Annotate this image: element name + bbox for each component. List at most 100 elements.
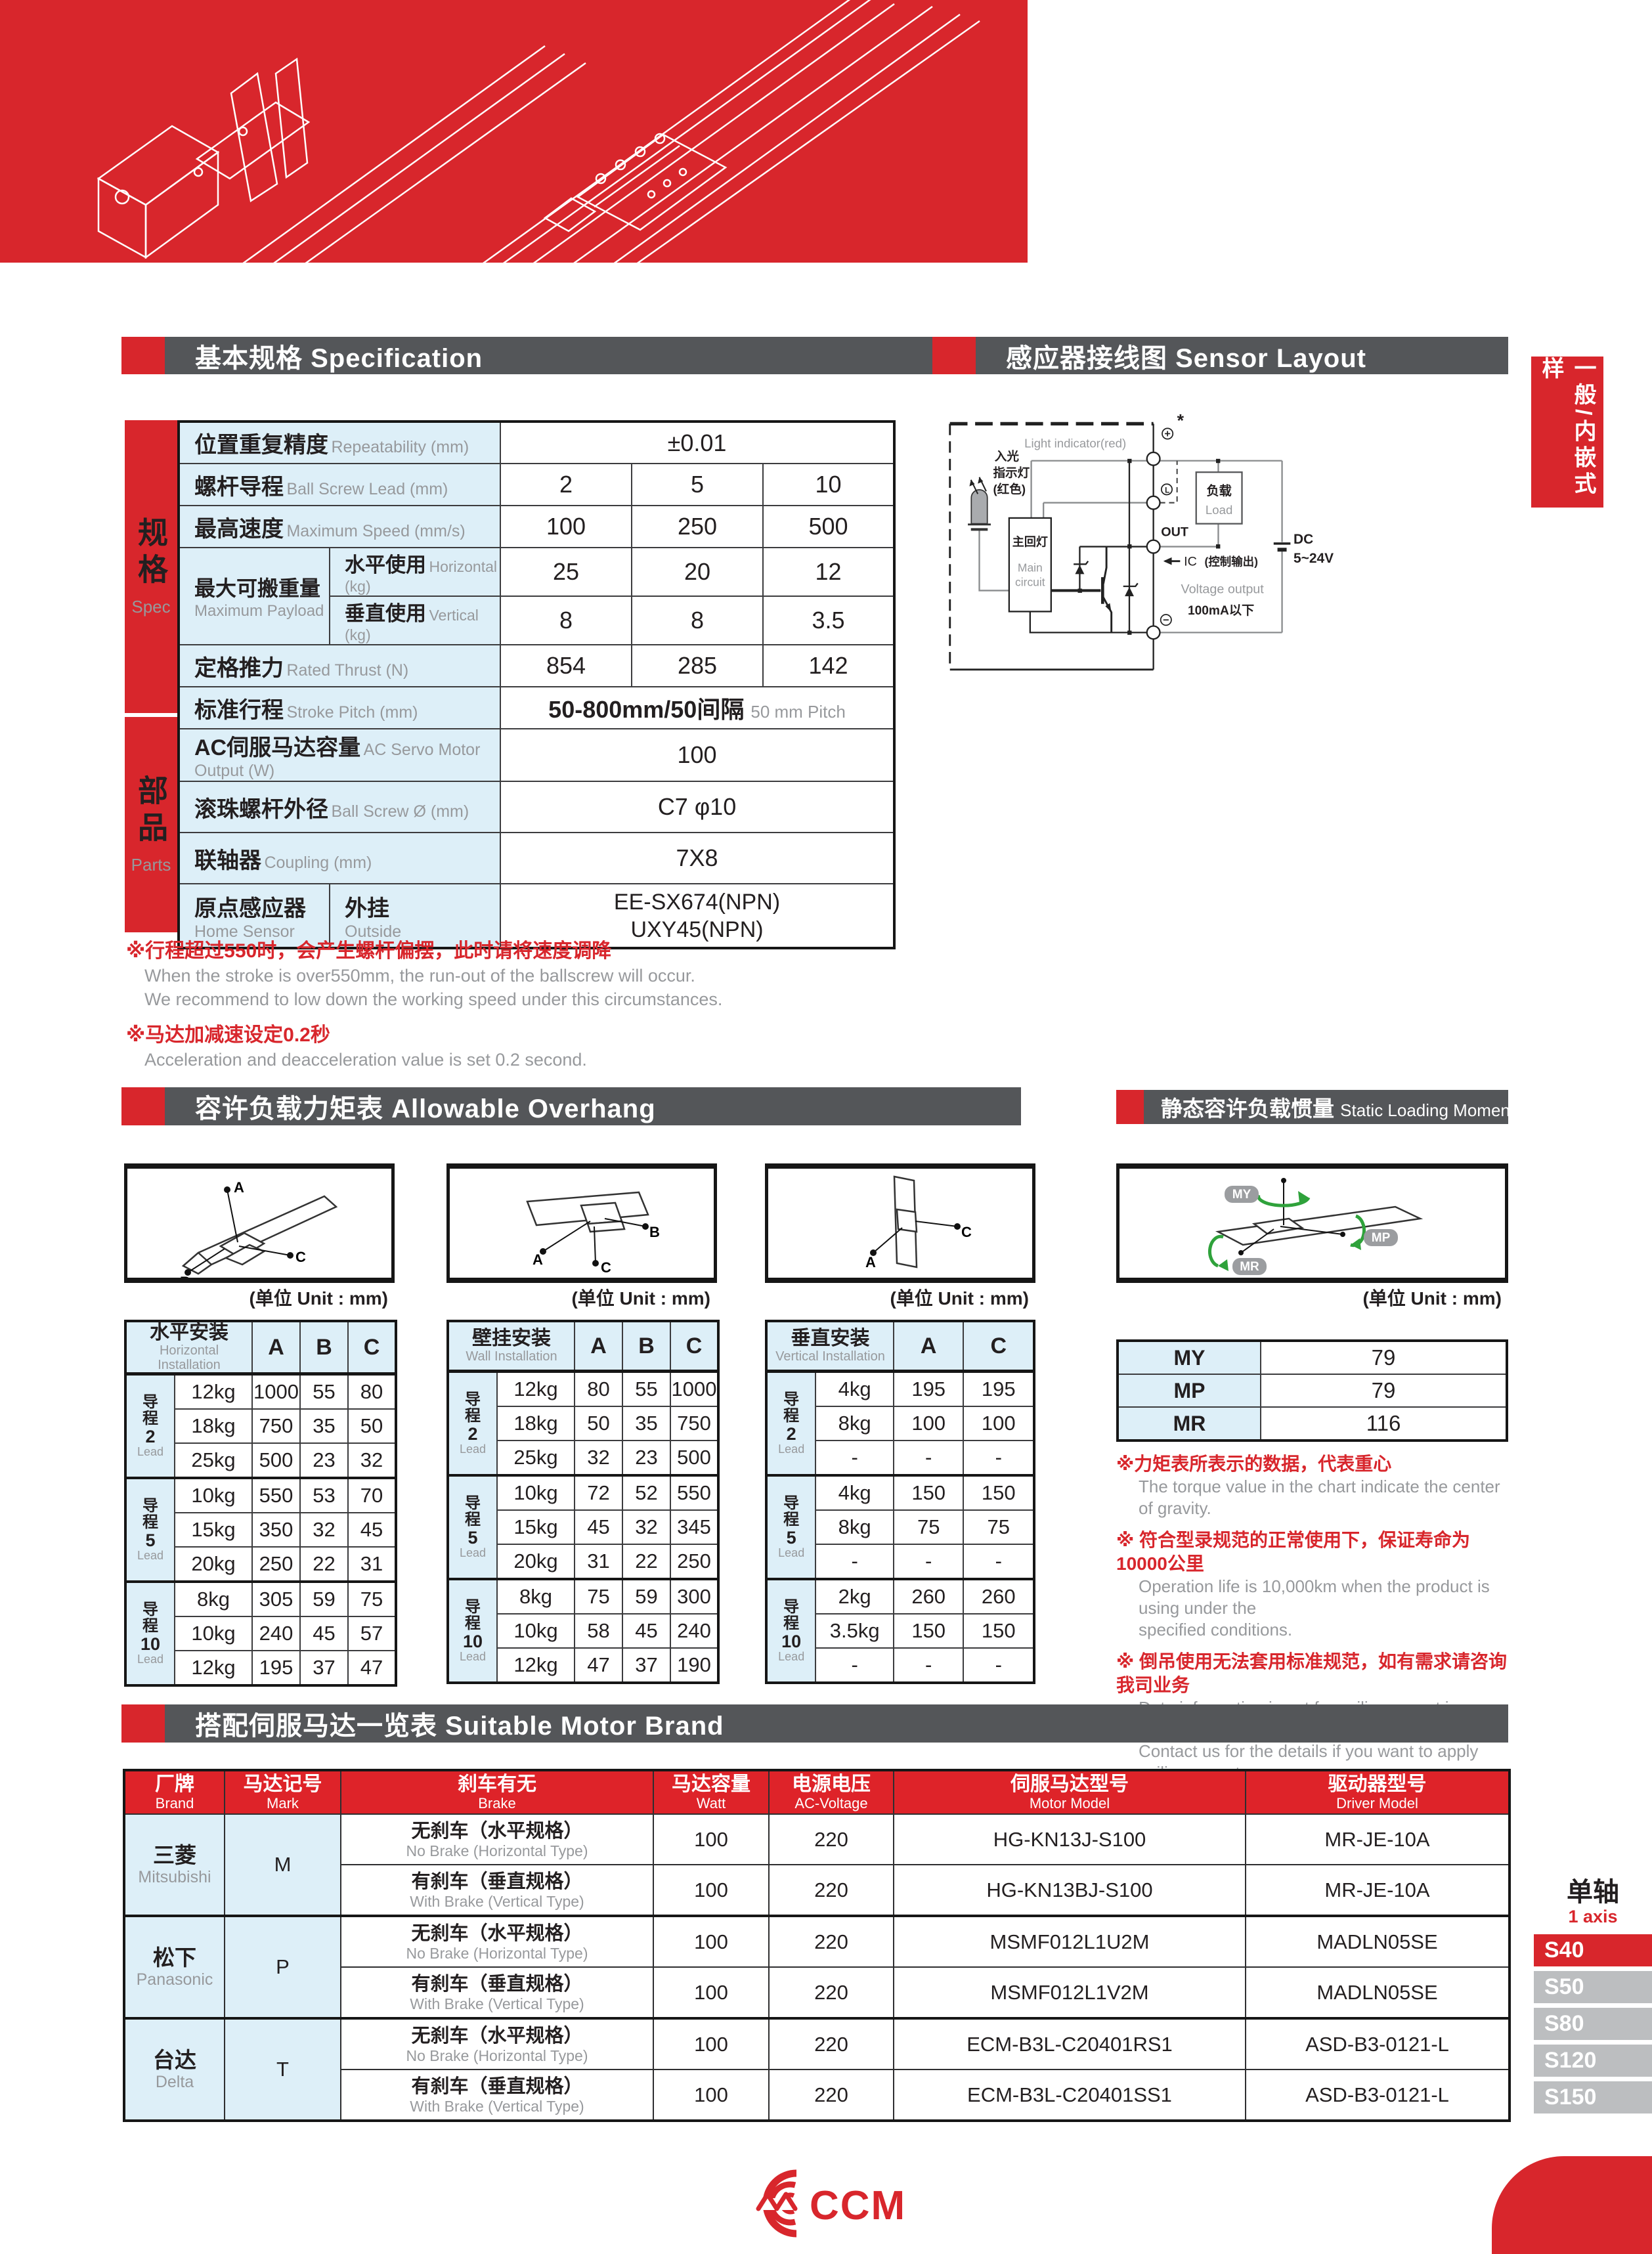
col-mark-en: Mark (267, 1795, 299, 1811)
tab-s80[interactable]: S80 (1534, 2008, 1652, 2040)
table-row: --- (766, 1647, 1035, 1683)
cell: 15kg (496, 1509, 576, 1545)
static-moment-diagram: MY MP MR (1116, 1163, 1508, 1283)
col-b: B (299, 1320, 349, 1376)
parts-side-label: 部品 Parts (125, 717, 177, 932)
cell-value: 7X8 (500, 832, 896, 884)
cell: 32 (347, 1442, 397, 1479)
row-label-zh: 螺杆导程 (194, 474, 284, 500)
cell-value: 10 (762, 463, 896, 506)
motor-model: HG-KN13BJ-S100 (893, 1864, 1246, 1917)
row-label-en: Home Sensor (194, 922, 295, 941)
row-label-en: AC Servo Motor Output (W) (194, 741, 481, 780)
sub-label-zh: 外挂 (345, 896, 389, 921)
cell: 72 (574, 1474, 624, 1511)
cell-value: 142 (762, 644, 896, 687)
cell: 55 (299, 1373, 349, 1410)
table-row: --- (766, 1544, 1035, 1580)
ic-label: IC (1184, 555, 1197, 569)
table-row: 三菱 Mitsubishi M 无刹车（水平规格） No Brake (Horizo… (123, 1813, 1510, 1917)
tab-s150[interactable]: S150 (1534, 2081, 1652, 2113)
cell: 25kg (496, 1440, 576, 1476)
sub-label-en: Outside (345, 922, 402, 941)
voltage: 220 (768, 1864, 894, 1917)
table-row: 松下 Panasonic P 无刹车（水平规格） No Brake (Horizon… (123, 1915, 1510, 2019)
row-label-zh: 原点感应器 (194, 896, 306, 921)
side-tab-general-embedded[interactable]: 一般/内嵌式样 (1531, 357, 1603, 508)
cell: 10kg (174, 1616, 253, 1651)
col-driver-zh: 驱动器型号 (1328, 1773, 1427, 1795)
cell: 250 (670, 1544, 720, 1580)
note-gray: Acceleration and deacceleration value is… (144, 1050, 587, 1070)
lead-en: Lead (778, 1546, 805, 1559)
cell-value: 8 (500, 596, 633, 645)
cell: 12kg (174, 1373, 253, 1410)
col-mark-zh: 马达记号 (243, 1773, 322, 1795)
lead-zh: 导程 (465, 1391, 481, 1425)
cell: 305 (251, 1580, 301, 1617)
cell: 150 (892, 1474, 965, 1511)
cell: 58 (574, 1613, 624, 1649)
table-row: 有刹车（垂直规格） With Brake (Vertical Type) 100 … (124, 2069, 1510, 2121)
spec-table: 位置重复精度 Repeatability (mm) ±0.01 螺杆导程 Bal… (177, 420, 896, 949)
brand-mark: P (224, 1915, 341, 2019)
table-title-zh: 垂直安装 (791, 1328, 870, 1349)
brake-zh: 无刹车（水平规格） (411, 1820, 583, 1842)
cell-value: 2 (500, 463, 633, 506)
cell: 260 (892, 1578, 965, 1615)
lead-en: Lead (137, 1652, 164, 1666)
axis-b-label: B (180, 1274, 190, 1278)
driver-model: MR-JE-10A (1245, 1864, 1510, 1917)
brake-en: With Brake (Vertical Type) (410, 1995, 584, 2012)
header-accent-square (121, 337, 165, 374)
note: ※ 符合型录规范的正常使用下，保证寿命为10000公里 Operation li… (1116, 1528, 1517, 1641)
cell: 150 (963, 1613, 1035, 1649)
brake-zh: 有刹车（垂直规格） (411, 1973, 583, 1995)
row-label-zh: 最大可搬重量 (194, 576, 321, 600)
cell: 37 (299, 1650, 349, 1686)
moment-mp-label: MP (1372, 1231, 1391, 1245)
tab-s50[interactable]: S50 (1534, 1971, 1652, 2003)
cell: 45 (347, 1512, 397, 1548)
table-row: 最大可搬重量 Maximum Payload 水平使用 Horizontal (k… (178, 547, 896, 645)
axis-a-label: A (234, 1179, 244, 1196)
spec-section-header: 基本规格 Specification (121, 337, 988, 374)
cell: 550 (251, 1477, 301, 1513)
cell-suffix: 50 mm Pitch (750, 702, 846, 722)
table-row: 垂直使用 Vertical (kg) 8 8 3.5 (179, 596, 896, 645)
col-motor-en: Motor Model (1029, 1795, 1110, 1811)
motor-model: MSMF012L1V2M (893, 1966, 1246, 2019)
main-circuit-zh: 主回灯 (1012, 534, 1048, 548)
series-zh: 单轴 (1567, 1878, 1619, 1907)
table-row: 导程 2 Lead 4kg 195 195 (765, 1370, 1035, 1476)
cell: 12kg (496, 1647, 576, 1683)
table-header-row: 壁挂安装 Wall Installation A B C (446, 1320, 720, 1373)
row-label-en: Ball Screw Ø (mm) (331, 802, 469, 821)
tab-s120[interactable]: S120 (1534, 2045, 1652, 2077)
lead-num: 2 (786, 1423, 796, 1444)
lead-zh: 导程 (142, 1497, 158, 1532)
horizontal-install-table: 水平安装 Horizontal Installation A B C 导程 2 Lea… (124, 1320, 397, 1687)
cell: 8kg (815, 1406, 894, 1441)
voltage-output-label: Voltage output (1181, 582, 1264, 596)
note: ※力矩表所表示的数据，代表重心 The torque value in the … (1116, 1452, 1517, 1519)
cell: 18kg (496, 1406, 576, 1441)
driver-model: MADLN05SE (1245, 1966, 1510, 2019)
cell: 15kg (174, 1512, 253, 1548)
brand-mark: T (224, 2017, 341, 2121)
col-c: C (963, 1320, 1035, 1373)
spec-notes: ※行程超过550时，会产生螺杆偏摆，此时请将速度调降 When the stro… (126, 939, 967, 1083)
cell-value: 854 (500, 644, 633, 687)
note-gray: Operation life is 10,000km when the prod… (1139, 1576, 1490, 1639)
table-title-zh: 壁挂安装 (472, 1328, 551, 1349)
axis-c-label: C (961, 1224, 972, 1240)
table-title-en: Wall Installation (466, 1349, 557, 1364)
cell: 500 (670, 1440, 720, 1476)
cell: 50 (347, 1408, 397, 1444)
spec-side-label: 规格 Spec (125, 420, 177, 713)
tab-s40[interactable]: S40 (1534, 1934, 1652, 1966)
table-row: 导程 2 Lead 12kg 80 55 1000 (447, 1370, 720, 1476)
row-label-en: Maximum Speed (mm/s) (286, 521, 466, 540)
table-row: 12kg 195 37 47 (125, 1650, 397, 1686)
